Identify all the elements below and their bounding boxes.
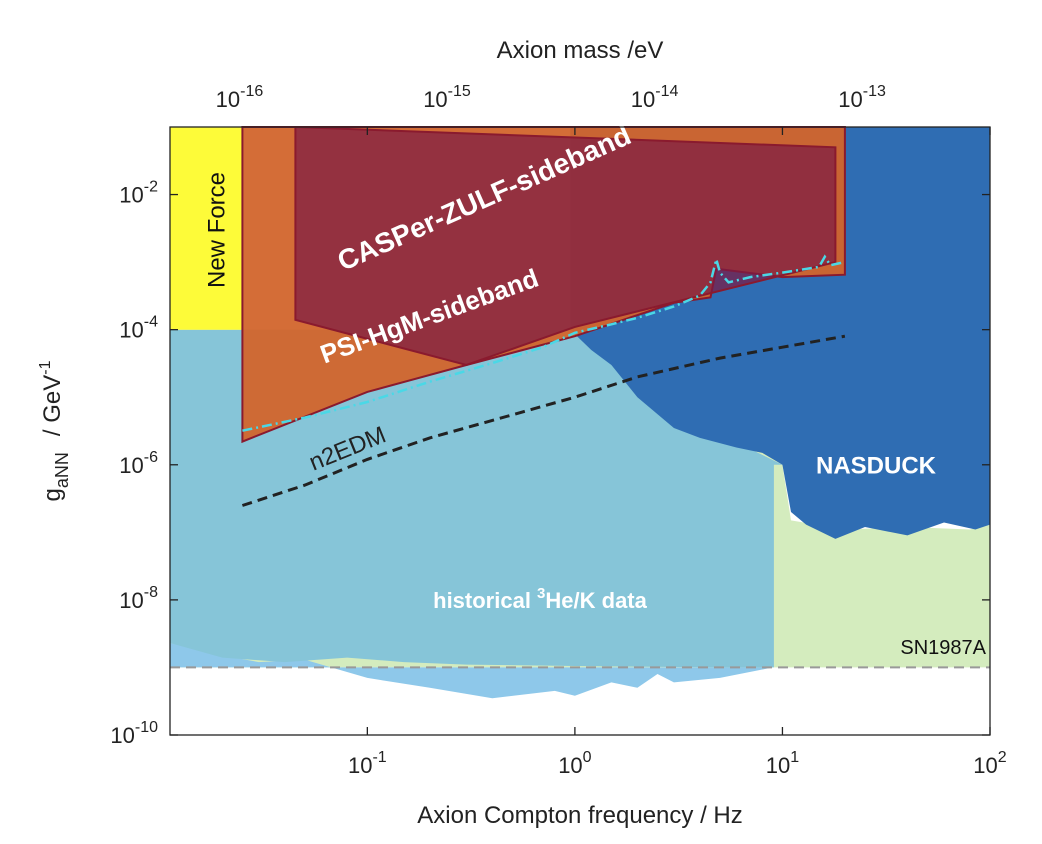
y-axis-label-unit-exp: -1 bbox=[37, 360, 54, 374]
y-tick-label-exp: -10 bbox=[135, 719, 158, 736]
x-tick-label-base: 10 bbox=[973, 753, 997, 778]
x2-tick-label: 10-13 bbox=[838, 83, 886, 112]
y-tick-label-exp: -6 bbox=[144, 449, 158, 466]
historical-label-part1: historical bbox=[433, 588, 537, 613]
sn1987a-label: SN1987A bbox=[900, 637, 986, 659]
x-tick-label-base: 10 bbox=[558, 753, 582, 778]
x2-tick-label-exp: -16 bbox=[240, 83, 263, 100]
x2-tick-label-base: 10 bbox=[838, 87, 862, 112]
region-historical-he-k-data-lower-band bbox=[170, 643, 773, 699]
curves-layer bbox=[170, 254, 990, 669]
x2-tick-label-exp: -15 bbox=[448, 83, 471, 100]
x-tick-label-exp: 0 bbox=[583, 749, 592, 766]
y-axis-label-unit: / GeV bbox=[39, 375, 66, 436]
x-axis-label: Axion Compton frequency / Hz bbox=[417, 802, 743, 829]
y-tick-label-base: 10 bbox=[119, 453, 143, 478]
y-axis-label-sub: aNN bbox=[52, 452, 72, 488]
plot-frame bbox=[169, 126, 991, 736]
x2-tick-label: 10-16 bbox=[216, 83, 264, 112]
x2-tick-label-exp: -14 bbox=[655, 83, 678, 100]
x2-tick-label-exp: -13 bbox=[863, 83, 886, 100]
x-tick-label: 10-1 bbox=[348, 749, 387, 778]
new-force-label: New Force bbox=[203, 172, 230, 288]
curve-psi-hgm-sideband-limit bbox=[242, 254, 846, 432]
x2-axis-label: Axion mass /eV bbox=[497, 37, 664, 64]
y-axis-label-main: g bbox=[39, 488, 66, 501]
x-tick-label-exp: 2 bbox=[998, 749, 1007, 766]
y-tick-label-exp: -8 bbox=[144, 584, 158, 601]
y-tick-label-base: 10 bbox=[119, 183, 143, 208]
historical-label-part2: He/K data bbox=[545, 588, 647, 613]
y-tick-label-exp: -4 bbox=[144, 314, 158, 331]
y-tick-label: 10-4 bbox=[119, 314, 158, 343]
x2-tick-label: 10-15 bbox=[423, 83, 471, 112]
historical-label-sup: 3 bbox=[537, 585, 545, 602]
y-axis-label: gaNN / GeV-1 bbox=[37, 360, 72, 501]
y-tick-label: 10-8 bbox=[119, 584, 158, 613]
x-tick-label-base: 10 bbox=[348, 753, 372, 778]
x-tick-label: 100 bbox=[558, 749, 591, 778]
y-tick-label-base: 10 bbox=[119, 588, 143, 613]
x-tick-label: 101 bbox=[766, 749, 799, 778]
y-tick-label-base: 10 bbox=[119, 318, 143, 343]
nasduck-label: NASDUCK bbox=[816, 452, 937, 479]
y-tick-label: 10-2 bbox=[119, 179, 158, 208]
y-tick-label-base: 10 bbox=[110, 723, 134, 748]
x-tick-label-base: 10 bbox=[766, 753, 790, 778]
y-tick-label: 10-6 bbox=[119, 449, 158, 478]
curve-n2edm bbox=[241, 334, 846, 507]
x-tick-label-exp: -1 bbox=[372, 749, 386, 766]
x-tick-label-exp: 1 bbox=[790, 749, 799, 766]
historical-label: historical 3He/K data bbox=[433, 585, 648, 613]
y-tick-label: 10-10 bbox=[110, 719, 158, 748]
y-tick-label-exp: -2 bbox=[144, 179, 158, 196]
region-new-force bbox=[170, 127, 243, 330]
x2-tick-label-base: 10 bbox=[423, 87, 447, 112]
x2-tick-label-base: 10 bbox=[216, 87, 240, 112]
x2-tick-label: 10-14 bbox=[631, 83, 679, 112]
x2-tick-label-base: 10 bbox=[631, 87, 655, 112]
x-tick-label: 102 bbox=[973, 749, 1006, 778]
